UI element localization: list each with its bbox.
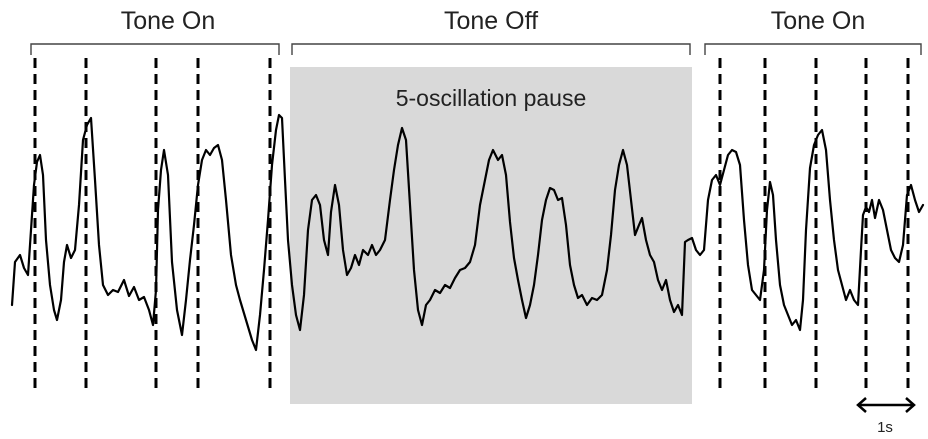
- segment-bracket-tone-on-1: [30, 43, 280, 55]
- segment-label-tone-off: Tone Off: [444, 7, 538, 35]
- pause-label: 5-oscillation pause: [396, 85, 587, 111]
- oscillation-trace: [10, 113, 925, 352]
- scale-bar-label: 1s: [877, 419, 893, 436]
- scale-bar-arrowhead-left: [856, 397, 867, 413]
- segment-label-tone-on-2: Tone On: [771, 7, 866, 35]
- segment-label-tone-on-1: Tone On: [121, 7, 216, 35]
- scale-bar-arrowhead-right: [905, 397, 916, 413]
- pause-region: [290, 67, 692, 404]
- segment-bracket-tone-off: [291, 43, 691, 55]
- segment-bracket-tone-on-2: [704, 43, 922, 55]
